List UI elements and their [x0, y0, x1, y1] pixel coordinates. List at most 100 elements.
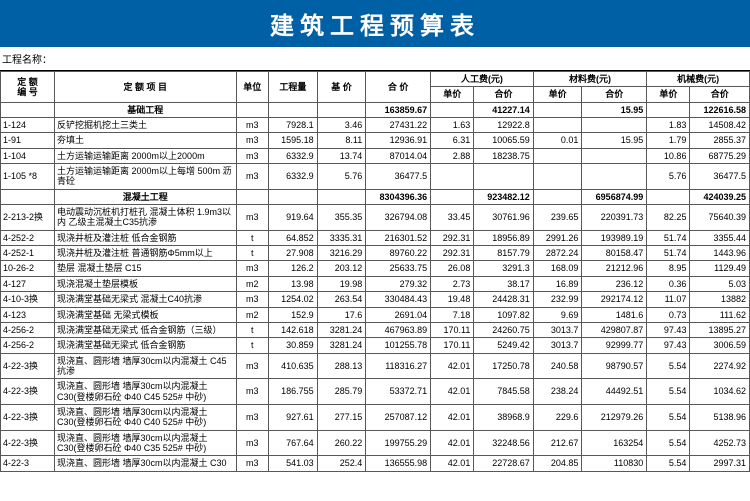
cell-qty: 1254.02: [269, 292, 318, 307]
cell-mu: 2872.24: [533, 246, 582, 261]
cell-hu: 0.36: [647, 276, 690, 291]
table-row: 2-213-2换电动震动沉桩机打桩孔 混凝土体积 1.9m3以内 乙级主混凝土C…: [1, 205, 750, 231]
cell: [533, 189, 582, 204]
cell-qty: 767.64: [269, 430, 318, 456]
cell-item: 电动震动沉桩机打桩孔 混凝土体积 1.9m3以内 乙级主混凝土C35抗渗: [55, 205, 237, 231]
col-code: 定 额 编 号: [1, 72, 55, 103]
table-row: 1-91夯填土m31595.188.1112936.916.3110065.59…: [1, 133, 750, 148]
cell-ls: 38.17: [474, 276, 533, 291]
cell: [431, 189, 474, 204]
cell-lu: 2.88: [431, 148, 474, 163]
cell-ms: 1481.6: [582, 307, 647, 322]
cell-hs: 111.62: [690, 307, 750, 322]
cell-unit: t: [236, 246, 268, 261]
cell-hu: 5.54: [647, 379, 690, 405]
cell-mu: 229.6: [533, 404, 582, 430]
cell-ms: [582, 118, 647, 133]
cell: 8304396.36: [366, 189, 431, 204]
cell-code: 4-22-3换: [1, 404, 55, 430]
cell-base: 17.6: [317, 307, 366, 322]
table-header: 定 额 编 号 定 额 项 目 单位 工程量 基 价 合 价 人工费(元) 材料…: [1, 72, 750, 103]
cell: 424039.25: [690, 189, 750, 204]
table-row: 4-22-3换现浇直、圆形墙 墙厚30cm以内混凝土 C30(登楼卵石砼 Φ40…: [1, 404, 750, 430]
cell-hu: 5.54: [647, 404, 690, 430]
cell-base: 13.74: [317, 148, 366, 163]
col-mach-sum: 合价: [690, 87, 750, 102]
cell-code: 4-256-2: [1, 322, 55, 337]
cell-ms: [582, 148, 647, 163]
table-row: 4-123现浇满堂基础 无梁式模板m2152.917.62691.047.181…: [1, 307, 750, 322]
section-row: 混凝土工程8304396.36923482.126956874.99424039…: [1, 189, 750, 204]
cell-code: 4-127: [1, 276, 55, 291]
cell-base: 203.12: [317, 261, 366, 276]
cell-lu: 292.31: [431, 246, 474, 261]
cell-mu: 3013.7: [533, 322, 582, 337]
cell-qty: 27.908: [269, 246, 318, 261]
cell-unit: m3: [236, 353, 268, 379]
page-title: 建筑工程预算表: [0, 0, 750, 47]
cell-lu: 170.11: [431, 322, 474, 337]
cell-base: 3281.24: [317, 322, 366, 337]
cell-qty: 927.61: [269, 404, 318, 430]
cell-hs: 2274.92: [690, 353, 750, 379]
cell-code: 1-91: [1, 133, 55, 148]
cell-mu: 9.69: [533, 307, 582, 322]
table-row: 4-127现浇混凝土垫层模板m213.9819.98279.322.7338.1…: [1, 276, 750, 291]
table-row: 10-26-2垫层 混凝土垫层 C15m3126.2203.1225633.75…: [1, 261, 750, 276]
cell-unit: m3: [236, 164, 268, 190]
table-row: 4-22-3换现浇直、圆形墙 墙厚30cm以内混凝土 C45抗渗m3410.63…: [1, 353, 750, 379]
col-mat-unit: 单价: [533, 87, 582, 102]
cell-unit: m3: [236, 379, 268, 405]
cell-hu: 5.54: [647, 430, 690, 456]
cell: [317, 102, 366, 117]
cell-lu: 6.31: [431, 133, 474, 148]
cell-qty: 919.64: [269, 205, 318, 231]
cell: 41227.14: [474, 102, 533, 117]
cell-total: 12936.91: [366, 133, 431, 148]
col-unit: 单位: [236, 72, 268, 103]
cell-base: 3.46: [317, 118, 366, 133]
cell-qty: 64.852: [269, 230, 318, 245]
cell-ms: 92999.77: [582, 338, 647, 353]
cell-hu: 97.43: [647, 338, 690, 353]
cell-hu: 97.43: [647, 322, 690, 337]
cell-mu: [533, 148, 582, 163]
cell-code: 4-10-3换: [1, 292, 55, 307]
cell-qty: 1595.18: [269, 133, 318, 148]
cell-ls: 32248.56: [474, 430, 533, 456]
cell-base: 355.35: [317, 205, 366, 231]
cell-unit: m2: [236, 307, 268, 322]
cell-code: 4-252-2: [1, 230, 55, 245]
cell-total: 199755.29: [366, 430, 431, 456]
cell-base: 3281.24: [317, 338, 366, 353]
cell-item: 现浇直、圆形墙 墙厚30cm以内混凝土 C30: [55, 456, 237, 471]
cell-lu: 7.18: [431, 307, 474, 322]
cell: 6956874.99: [582, 189, 647, 204]
cell-qty: 126.2: [269, 261, 318, 276]
cell-mu: 212.67: [533, 430, 582, 456]
col-item: 定 额 项 目: [55, 72, 237, 103]
cell-item: 现浇直、圆形墙 墙厚30cm以内混凝土 C45抗渗: [55, 353, 237, 379]
table-body: 基础工程163859.6741227.1415.95122616.581-124…: [1, 102, 750, 471]
cell-hs: 13895.27: [690, 322, 750, 337]
table-row: 4-22-3现浇直、圆形墙 墙厚30cm以内混凝土 C30m3541.03252…: [1, 456, 750, 471]
cell-item: 现浇直、圆形墙 墙厚30cm以内混凝土 C30(登楼卵石砼 Φ40 C45 52…: [55, 379, 237, 405]
col-labor-sum: 合价: [474, 87, 533, 102]
cell-unit: m3: [236, 404, 268, 430]
section-name: 基础工程: [55, 102, 237, 117]
cell-ms: [582, 164, 647, 190]
cell-total: 279.32: [366, 276, 431, 291]
table-row: 4-252-1现浇井桩及灌注桩 普通钢筋Φ5mm以上t27.9083216.29…: [1, 246, 750, 261]
col-mach-unit: 单价: [647, 87, 690, 102]
cell-item: 土方运输运输距离 2000m以上每增 500m 沥青砼: [55, 164, 237, 190]
cell: [236, 102, 268, 117]
cell-ls: 18956.89: [474, 230, 533, 245]
cell: [1, 189, 55, 204]
col-qty: 工程量: [269, 72, 318, 103]
table-row: 4-22-3换现浇直、圆形墙 墙厚30cm以内混凝土 C30(登楼卵石砼 Φ40…: [1, 430, 750, 456]
cell-code: 4-22-3换: [1, 379, 55, 405]
cell-ms: 429807.87: [582, 322, 647, 337]
cell-code: 4-123: [1, 307, 55, 322]
cell-total: 101255.78: [366, 338, 431, 353]
cell-code: 1-105 *8: [1, 164, 55, 190]
